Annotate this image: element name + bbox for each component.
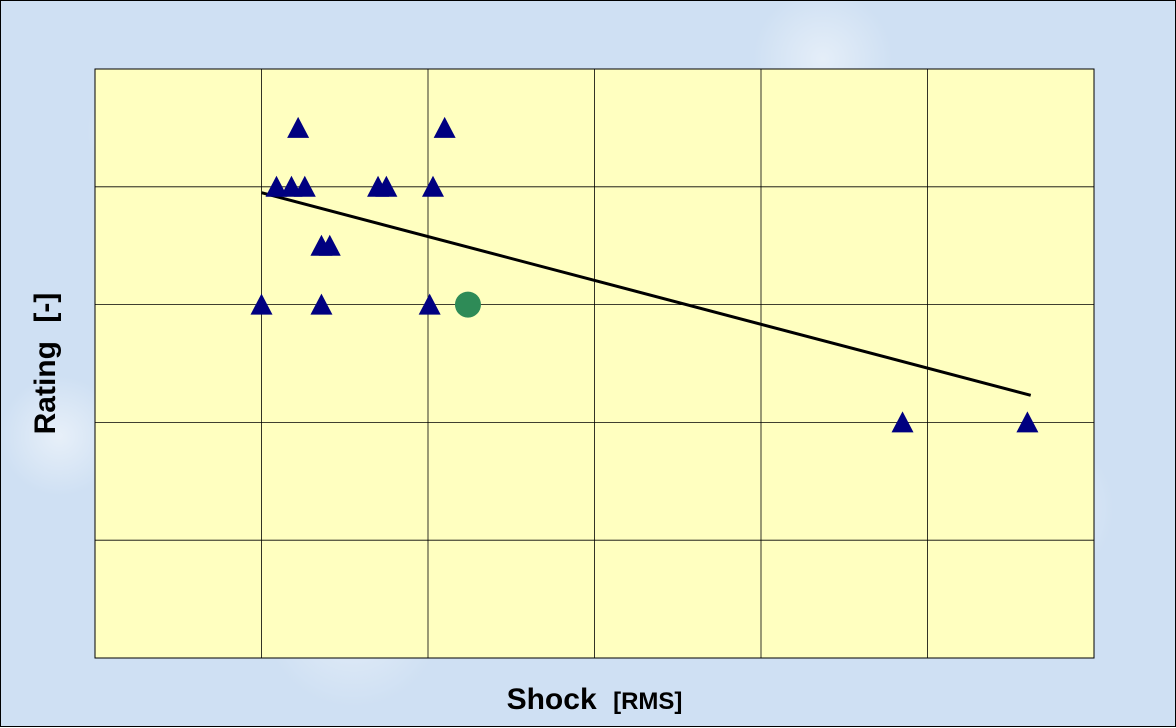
triangle-marker bbox=[1016, 411, 1039, 433]
triangle-marker bbox=[433, 116, 456, 138]
x-axis-unit: [RMS] bbox=[613, 688, 682, 715]
triangle-marker bbox=[421, 175, 444, 197]
triangle-marker bbox=[310, 293, 333, 315]
trendline bbox=[261, 191, 1032, 397]
y-axis-title: Rating [-] bbox=[29, 293, 62, 435]
x-axis-title: Shock [RMS] bbox=[507, 683, 683, 716]
triangle-marker bbox=[891, 411, 914, 433]
triangle-marker bbox=[265, 175, 288, 197]
data-points bbox=[250, 116, 1039, 433]
circle-marker bbox=[454, 291, 481, 318]
y-axis-title-text: Rating bbox=[29, 341, 62, 434]
triangle-marker bbox=[287, 116, 310, 138]
grid bbox=[95, 69, 1094, 658]
x-axis-title-text: Shock bbox=[507, 683, 597, 716]
triangle-marker bbox=[375, 175, 398, 197]
triangle-marker bbox=[418, 293, 441, 315]
triangle-marker bbox=[318, 234, 341, 256]
triangle-marker bbox=[250, 293, 273, 315]
triangle-marker bbox=[293, 175, 316, 197]
y-axis-unit: [-] bbox=[29, 293, 62, 323]
